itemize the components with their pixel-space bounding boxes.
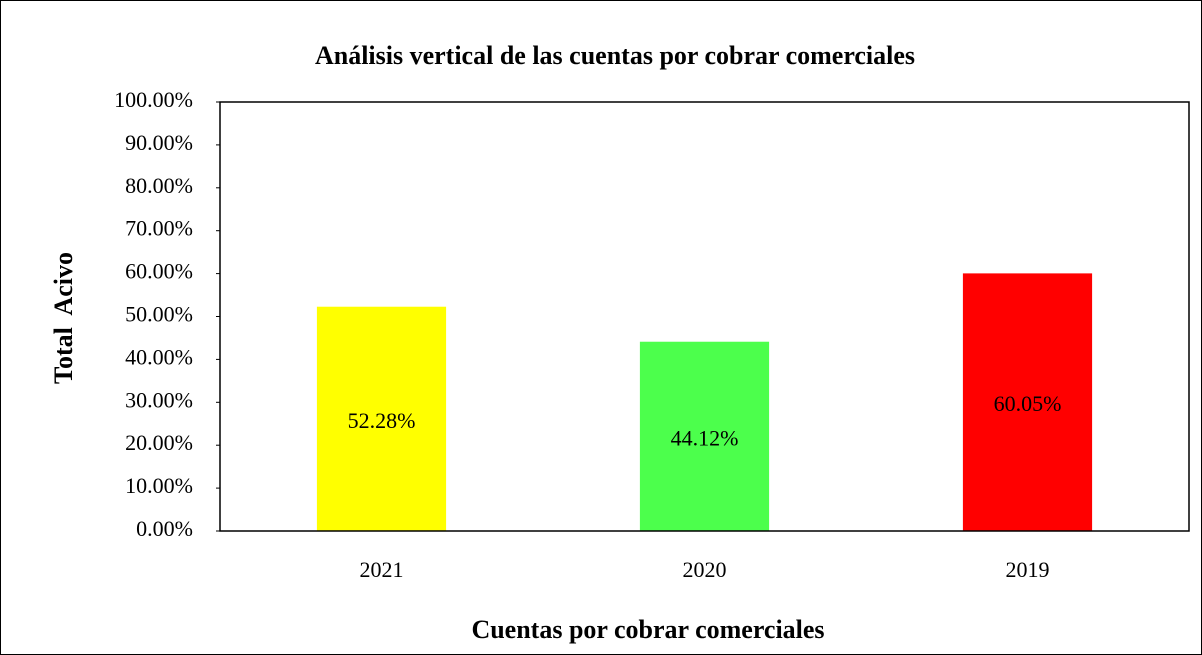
y-tick-label: 40.00% <box>125 344 193 369</box>
y-tick-label: 10.00% <box>125 473 193 498</box>
y-tick-label: 20.00% <box>125 430 193 455</box>
chart-title: Análisis vertical de las cuentas por cob… <box>315 41 915 70</box>
y-tick-label: 0.00% <box>136 516 193 541</box>
x-tick-label: 2020 <box>683 557 727 582</box>
y-tick-label: 50.00% <box>125 302 193 327</box>
x-tick-label: 2021 <box>360 557 404 582</box>
data-label: 52.28% <box>348 408 416 433</box>
bar <box>316 306 447 531</box>
data-label: 44.12% <box>671 425 739 450</box>
y-tick-label: 80.00% <box>125 173 193 198</box>
y-axis-title: Total Acivo <box>49 252 78 384</box>
bar <box>639 341 770 531</box>
bar <box>962 273 1093 531</box>
y-tick-label: 100.00% <box>114 87 193 112</box>
y-tick-label: 60.00% <box>125 259 193 284</box>
x-tick-label: 2019 <box>1006 557 1050 582</box>
x-axis-title: Cuentas por cobrar comerciales <box>471 615 824 644</box>
data-label: 60.05% <box>994 391 1062 416</box>
y-tick-label: 90.00% <box>125 130 193 155</box>
y-tick-label: 30.00% <box>125 387 193 412</box>
plot-area-border <box>219 101 1190 532</box>
y-tick-label: 70.00% <box>125 216 193 241</box>
